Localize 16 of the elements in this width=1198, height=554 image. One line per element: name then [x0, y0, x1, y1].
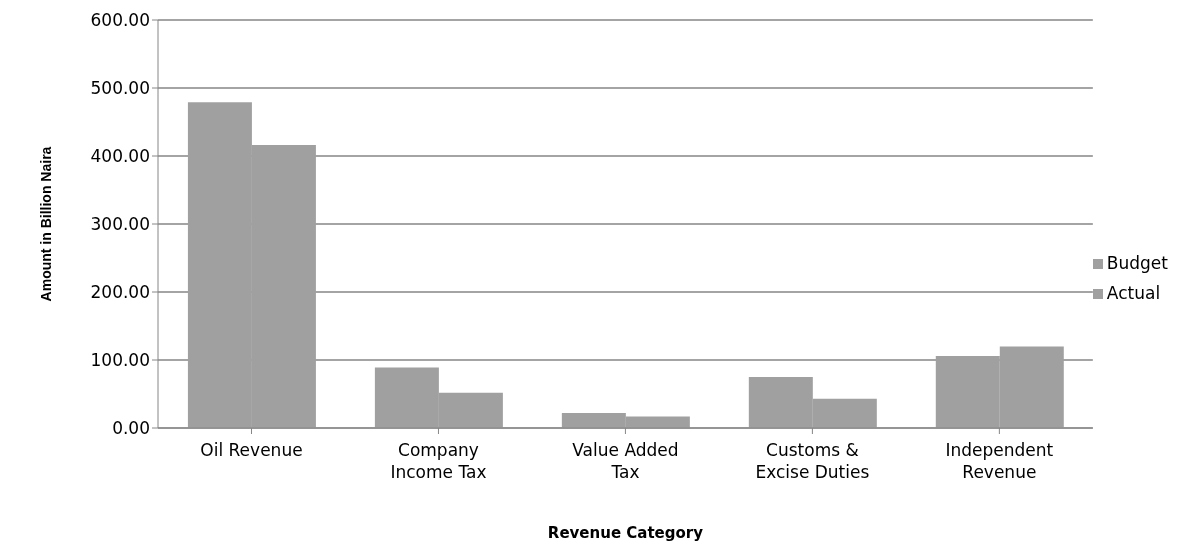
y-tick-label: 600.00 — [90, 10, 150, 31]
x-tick-label: Customs & Excise Duties — [755, 440, 870, 482]
x-tick-label: Independent Revenue — [945, 440, 1054, 482]
y-tick-label: 300.00 — [90, 214, 150, 235]
legend-label: Actual — [1106, 283, 1161, 303]
y-tick-label: 500.00 — [90, 78, 150, 99]
x-axis-title: Revenue Category — [547, 524, 704, 542]
y-tick-label: 0.00 — [112, 418, 150, 439]
x-tick-label: Value Added Tax — [572, 440, 679, 482]
y-tick-label: 400.00 — [90, 146, 150, 167]
x-tick-label: Oil Revenue — [200, 440, 303, 460]
y-tick-label: 100.00 — [90, 350, 150, 371]
y-axis-title: Amount in Billion Naira — [37, 146, 54, 302]
x-tick-label: Company Income Tax — [390, 440, 487, 482]
legend-label: Budget — [1106, 253, 1168, 273]
y-tick-label: 200.00 — [90, 282, 150, 303]
